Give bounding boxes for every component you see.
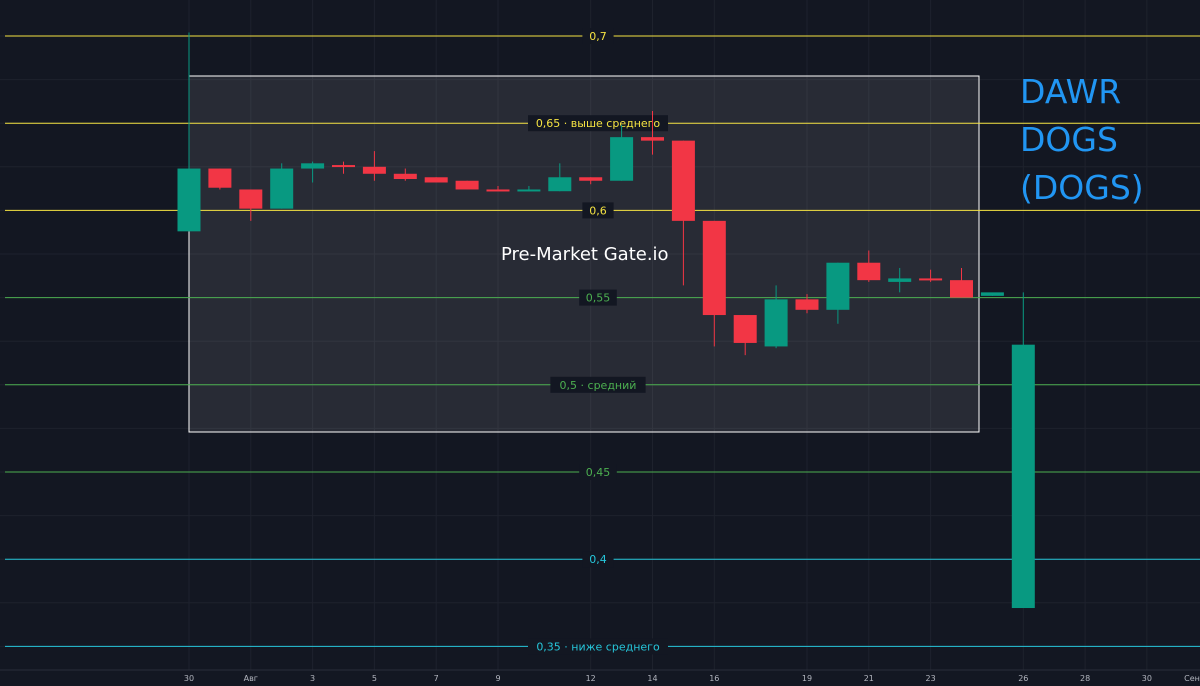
level-label: 0,4 (589, 553, 607, 566)
candle (795, 294, 819, 314)
level-label: 0,45 (586, 466, 611, 479)
candle (239, 189, 263, 221)
pre-market-box (188, 75, 980, 433)
level-label-bg (579, 464, 617, 480)
candle-body (455, 180, 479, 190)
level-label: 0,65 · выше среднего (536, 117, 661, 130)
candle (362, 151, 386, 181)
candle (301, 161, 325, 183)
x-tick-label: 19 (802, 674, 812, 683)
x-tick-label: 26 (1018, 674, 1028, 683)
candle-body (270, 168, 294, 209)
candle-body (177, 168, 201, 232)
level-label-bg (550, 376, 646, 393)
candle (764, 285, 788, 349)
candle (332, 161, 355, 174)
x-tick-label: 12 (586, 674, 596, 683)
candle-body (702, 220, 726, 316)
candle-body (671, 140, 695, 221)
candle-body (950, 280, 973, 298)
title-line: DOGS (1020, 120, 1118, 159)
level-label: 0,7 (589, 30, 607, 43)
pre-market-annotation: Pre-Market Gate.io (501, 244, 669, 265)
title-line: (DOGS) (1020, 168, 1144, 207)
x-tick-label: 30 (1142, 674, 1152, 683)
candle-body (733, 315, 757, 343)
candle (177, 32, 201, 232)
candle-body (239, 189, 263, 209)
x-tick-label: 30 (184, 674, 194, 683)
candle (579, 177, 603, 185)
candle-body (1011, 344, 1035, 609)
x-tick-label: 7 (434, 674, 439, 683)
x-tick-label: 28 (1080, 674, 1090, 683)
x-tick-label: 21 (864, 674, 874, 683)
candle (919, 269, 943, 282)
x-axis: 30 Авг 3 5 7 9 12 14 16 19 21 23 26 28 30 Сен (0, 669, 1200, 683)
candle-body (579, 177, 603, 181)
candle-body (764, 299, 788, 347)
candle (486, 185, 510, 192)
x-tick-label: 16 (709, 674, 719, 683)
candle-body (208, 168, 232, 188)
candle (980, 292, 1004, 296)
level-label-bg (582, 28, 614, 44)
candle (857, 250, 881, 282)
candle (733, 315, 757, 356)
level-label-bg (528, 115, 668, 132)
candle (424, 177, 448, 183)
candle-body (888, 278, 912, 282)
candle-body (857, 262, 881, 281)
chart-title: DAWR DOGS (DOGS) (1020, 72, 1144, 207)
candle (393, 168, 417, 181)
candle-body (362, 166, 386, 174)
candle-body (610, 137, 634, 181)
price-levels: 0,7 0,65 · выше среднего 0,6 0,55 0,5 · сред… (5, 28, 1200, 655)
x-tick-label: Авг (244, 674, 258, 683)
candle-body (641, 137, 664, 141)
candle (826, 262, 850, 324)
candle-body (332, 165, 355, 168)
candle (641, 110, 664, 155)
candles (177, 32, 1035, 609)
candle-body (486, 189, 510, 192)
candle (610, 124, 634, 181)
title-line: DAWR (1020, 72, 1121, 111)
candle (548, 163, 572, 192)
x-tick-label: 9 (495, 674, 500, 683)
candle-body (517, 189, 541, 192)
candle (888, 267, 912, 293)
candle-body (548, 177, 572, 192)
candle (455, 180, 479, 190)
level-label-bg (528, 638, 668, 655)
level-label: 0,35 · ниже среднего (536, 640, 660, 653)
level-label-bg (579, 289, 617, 306)
candle-body (980, 292, 1004, 296)
candle-body (424, 177, 448, 183)
candle-body (393, 173, 417, 180)
candle-body (301, 163, 325, 169)
level-label: 0,55 (586, 292, 611, 305)
level-label: 0,6 (589, 204, 607, 217)
x-tick-label: Сен (1184, 674, 1200, 683)
candle (671, 140, 695, 286)
candle-body (795, 299, 819, 310)
level-label: 0,5 · средний (560, 379, 637, 392)
x-tick-label: 3 (310, 674, 315, 683)
candle (702, 220, 726, 347)
candle (950, 267, 973, 298)
candle-body (826, 262, 850, 310)
x-tick-label: 5 (372, 674, 377, 683)
candle (517, 185, 541, 192)
x-tick-label: 14 (647, 674, 657, 683)
level-label-bg (582, 202, 614, 219)
candle (270, 163, 294, 209)
level-label-bg (582, 551, 614, 568)
candle (1011, 292, 1035, 609)
candle (208, 168, 232, 190)
candle-body (919, 278, 943, 281)
x-tick-label: 23 (926, 674, 936, 683)
